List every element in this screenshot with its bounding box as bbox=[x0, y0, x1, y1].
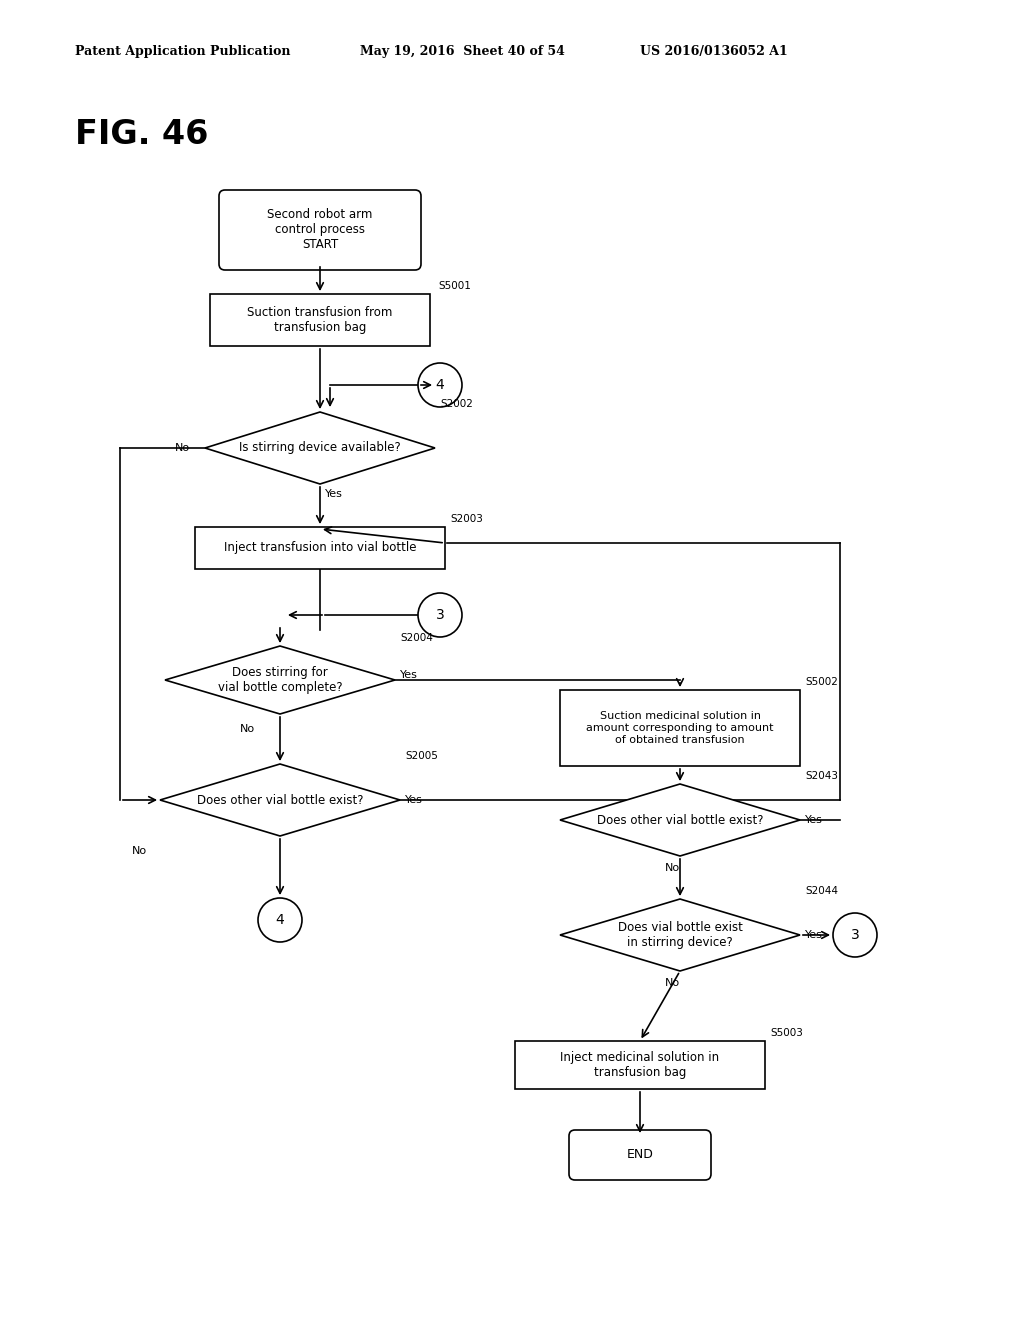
Circle shape bbox=[258, 898, 302, 942]
Text: 4: 4 bbox=[275, 913, 285, 927]
Text: Inject medicinal solution in
transfusion bag: Inject medicinal solution in transfusion… bbox=[560, 1051, 720, 1078]
Polygon shape bbox=[165, 645, 395, 714]
Text: Does other vial bottle exist?: Does other vial bottle exist? bbox=[597, 813, 763, 826]
Bar bbox=[560, 690, 800, 766]
Text: S5002: S5002 bbox=[805, 677, 838, 686]
Text: Patent Application Publication: Patent Application Publication bbox=[75, 45, 291, 58]
Text: No: No bbox=[132, 846, 147, 855]
Text: No: No bbox=[665, 863, 680, 873]
Text: 3: 3 bbox=[851, 928, 859, 942]
Text: No: No bbox=[175, 444, 190, 453]
Text: Suction transfusion from
transfusion bag: Suction transfusion from transfusion bag bbox=[248, 306, 392, 334]
Text: S2002: S2002 bbox=[440, 399, 473, 409]
Circle shape bbox=[833, 913, 877, 957]
Polygon shape bbox=[560, 899, 800, 972]
Bar bbox=[195, 527, 445, 569]
Text: Is stirring device available?: Is stirring device available? bbox=[240, 441, 400, 454]
Text: No: No bbox=[665, 978, 680, 987]
Text: Yes: Yes bbox=[325, 488, 343, 499]
Text: S2044: S2044 bbox=[805, 886, 838, 896]
Text: Suction medicinal solution in
amount corresponding to amount
of obtained transfu: Suction medicinal solution in amount cor… bbox=[587, 711, 774, 744]
Text: END: END bbox=[627, 1148, 653, 1162]
Text: Does stirring for
vial bottle complete?: Does stirring for vial bottle complete? bbox=[218, 667, 342, 694]
Polygon shape bbox=[560, 784, 800, 855]
Circle shape bbox=[418, 363, 462, 407]
Bar bbox=[210, 294, 430, 346]
Text: Yes: Yes bbox=[805, 814, 823, 825]
Text: S2043: S2043 bbox=[805, 771, 838, 781]
Text: Yes: Yes bbox=[400, 671, 418, 680]
Text: S2004: S2004 bbox=[400, 634, 433, 643]
Text: May 19, 2016  Sheet 40 of 54: May 19, 2016 Sheet 40 of 54 bbox=[360, 45, 565, 58]
Text: S5003: S5003 bbox=[770, 1028, 803, 1038]
Polygon shape bbox=[205, 412, 435, 484]
Text: US 2016/0136052 A1: US 2016/0136052 A1 bbox=[640, 45, 787, 58]
Text: Inject transfusion into vial bottle: Inject transfusion into vial bottle bbox=[224, 541, 416, 554]
Bar bbox=[515, 1041, 765, 1089]
Text: S2003: S2003 bbox=[450, 513, 483, 524]
Text: Yes: Yes bbox=[406, 795, 423, 805]
Text: Does other vial bottle exist?: Does other vial bottle exist? bbox=[197, 793, 364, 807]
FancyBboxPatch shape bbox=[219, 190, 421, 271]
Text: 3: 3 bbox=[435, 609, 444, 622]
Text: 4: 4 bbox=[435, 378, 444, 392]
Text: Yes: Yes bbox=[805, 931, 823, 940]
Text: S5001: S5001 bbox=[438, 281, 471, 290]
Text: Does vial bottle exist
in stirring device?: Does vial bottle exist in stirring devic… bbox=[617, 921, 742, 949]
Circle shape bbox=[418, 593, 462, 638]
Text: No: No bbox=[240, 723, 255, 734]
FancyBboxPatch shape bbox=[569, 1130, 711, 1180]
Text: Second robot arm
control process
START: Second robot arm control process START bbox=[267, 209, 373, 252]
Text: S2005: S2005 bbox=[406, 751, 438, 762]
Polygon shape bbox=[160, 764, 400, 836]
Text: FIG. 46: FIG. 46 bbox=[75, 119, 208, 152]
